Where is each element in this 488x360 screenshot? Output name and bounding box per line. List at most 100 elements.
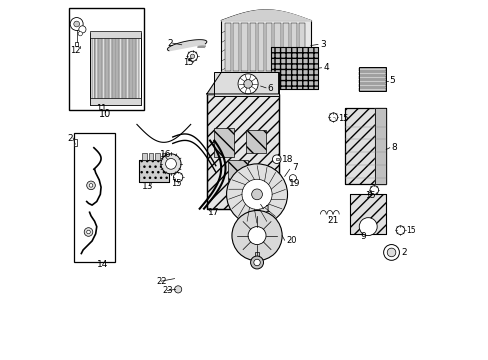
Bar <box>359 84 386 87</box>
Bar <box>99 35 101 103</box>
Circle shape <box>238 74 258 94</box>
Bar <box>90 98 140 105</box>
Bar <box>228 160 247 189</box>
Circle shape <box>386 248 395 257</box>
Text: 12: 12 <box>70 46 81 55</box>
Bar <box>359 76 386 79</box>
Text: 9: 9 <box>359 232 365 241</box>
Bar <box>112 35 115 103</box>
Circle shape <box>78 32 82 36</box>
Bar <box>233 23 239 71</box>
Text: 15: 15 <box>338 114 348 123</box>
Text: 22: 22 <box>156 276 167 285</box>
Bar <box>92 35 94 103</box>
Circle shape <box>231 211 282 261</box>
Circle shape <box>328 113 337 122</box>
Polygon shape <box>375 108 386 184</box>
Bar <box>214 128 233 157</box>
Bar <box>162 153 165 160</box>
Bar <box>241 23 247 71</box>
Bar <box>275 158 278 160</box>
Bar <box>344 108 386 184</box>
Bar <box>119 35 122 103</box>
Text: 21: 21 <box>326 216 338 225</box>
Text: 17: 17 <box>207 208 219 217</box>
Bar <box>359 68 386 71</box>
Bar <box>282 23 288 71</box>
Circle shape <box>226 164 287 225</box>
Bar <box>344 108 386 184</box>
Text: 15: 15 <box>171 179 181 188</box>
Circle shape <box>244 80 252 88</box>
Bar <box>274 23 280 71</box>
Circle shape <box>74 21 80 27</box>
Text: 13: 13 <box>142 182 154 191</box>
Circle shape <box>84 228 93 236</box>
Bar <box>257 23 264 71</box>
Circle shape <box>79 26 86 33</box>
Circle shape <box>190 54 194 58</box>
Bar <box>133 35 135 103</box>
Text: 16: 16 <box>160 150 171 159</box>
Text: 11: 11 <box>96 104 106 113</box>
Bar <box>90 31 140 39</box>
Bar <box>122 35 125 103</box>
Bar <box>74 134 115 262</box>
Polygon shape <box>206 72 278 94</box>
Text: 15: 15 <box>364 190 374 199</box>
Bar <box>206 94 278 209</box>
Bar <box>359 67 386 91</box>
Text: 14: 14 <box>97 260 108 269</box>
Bar <box>148 153 153 160</box>
Bar <box>221 21 310 72</box>
Bar <box>246 130 265 153</box>
Bar <box>90 33 140 105</box>
Bar <box>105 35 108 103</box>
Bar <box>129 35 132 103</box>
Bar <box>139 160 169 182</box>
Bar <box>265 23 272 71</box>
Text: 20: 20 <box>286 237 296 246</box>
Text: 5: 5 <box>389 76 395 85</box>
Bar <box>359 72 386 75</box>
Text: 2: 2 <box>401 248 407 257</box>
Bar <box>109 35 111 103</box>
Bar <box>126 35 128 103</box>
Bar <box>102 35 104 103</box>
Text: 18: 18 <box>282 155 293 164</box>
Text: 7: 7 <box>291 163 297 172</box>
Circle shape <box>89 184 93 187</box>
Text: 15: 15 <box>405 226 415 235</box>
Bar <box>155 153 159 160</box>
Circle shape <box>247 226 265 244</box>
Bar <box>290 23 297 71</box>
Bar <box>271 47 317 89</box>
Circle shape <box>70 18 83 31</box>
Bar <box>249 23 255 71</box>
Bar <box>359 88 386 91</box>
Circle shape <box>161 154 181 174</box>
Circle shape <box>251 189 262 200</box>
Circle shape <box>250 256 263 269</box>
Circle shape <box>272 155 281 163</box>
Bar <box>69 8 144 110</box>
Text: 6: 6 <box>267 84 273 93</box>
Bar <box>74 139 77 146</box>
Circle shape <box>253 259 260 266</box>
Bar <box>255 252 258 260</box>
Bar <box>95 35 98 103</box>
Circle shape <box>86 230 90 234</box>
Bar <box>221 21 310 72</box>
Bar <box>142 153 146 160</box>
Bar <box>349 194 386 234</box>
Text: 3: 3 <box>319 40 325 49</box>
Bar <box>349 194 386 234</box>
Text: 2: 2 <box>67 134 72 143</box>
Bar <box>116 35 118 103</box>
Text: 1: 1 <box>265 205 270 214</box>
Bar <box>75 42 78 45</box>
Bar <box>139 160 169 182</box>
Bar <box>224 23 231 71</box>
Circle shape <box>383 244 399 260</box>
Circle shape <box>289 175 296 182</box>
